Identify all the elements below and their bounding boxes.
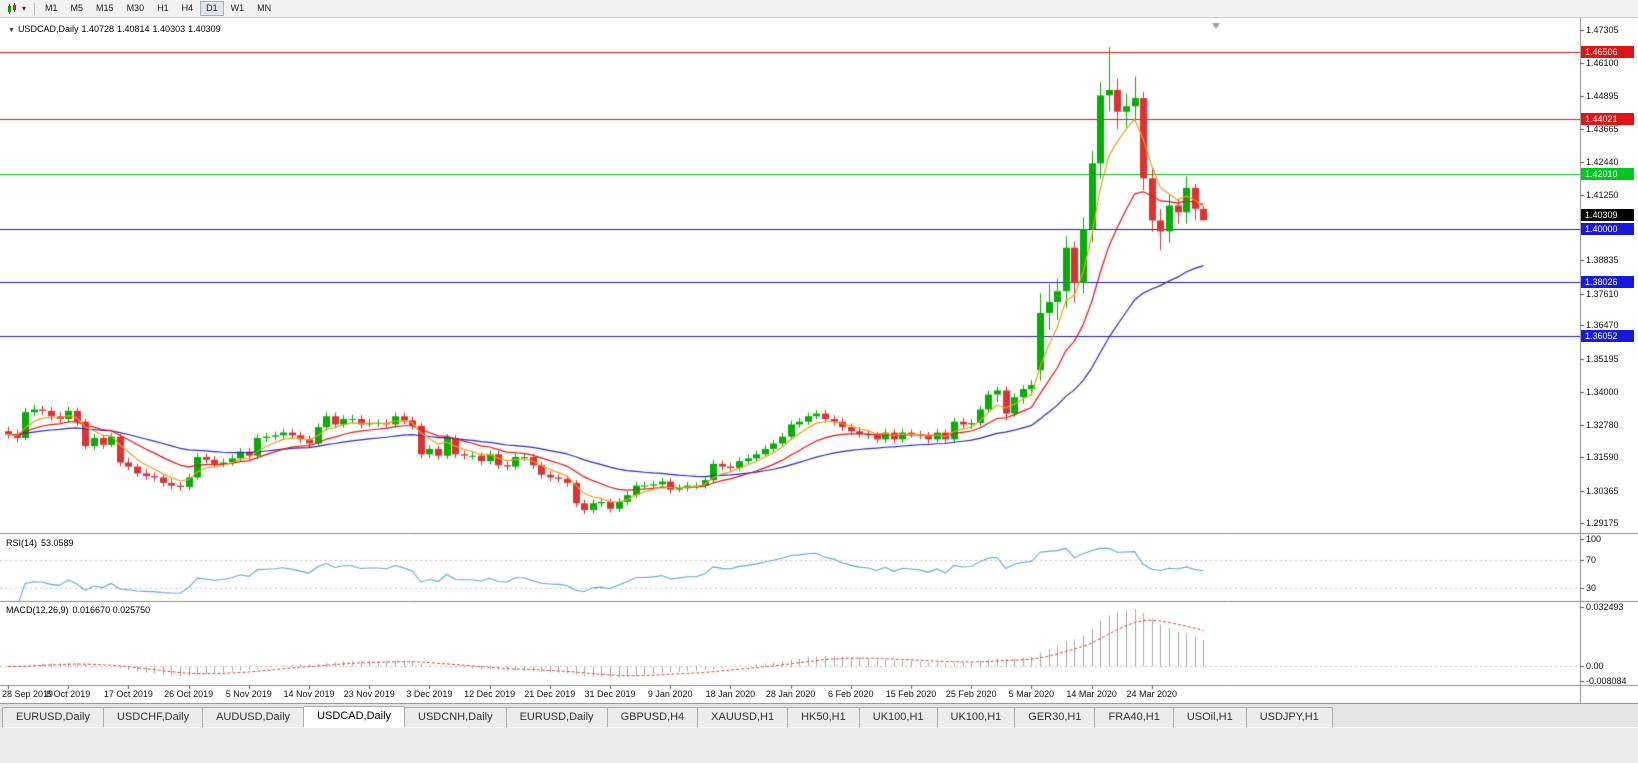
chart-area: ▼ USDCAD,Daily 1.40728 1.40814 1.40303 1.4030… xyxy=(0,18,1638,703)
chart-tab[interactable]: FRA40,H1 xyxy=(1094,707,1174,727)
chart-tab[interactable]: GBPUSD,H4 xyxy=(606,707,699,727)
timeframe-buttons: M1 M5 M15 M30 H1 H4 D1 W1 MN xyxy=(39,1,277,16)
chart-tab[interactable]: USDJPY,H1 xyxy=(1245,707,1333,727)
timeframe-button-m5[interactable]: M5 xyxy=(65,1,90,16)
chart-tab[interactable]: USOil,H1 xyxy=(1172,707,1247,727)
toolbar: ▾ M1 M5 M15 M30 H1 H4 D1 W1 MN xyxy=(0,0,1638,18)
chart-tab[interactable]: UK100,H1 xyxy=(858,707,938,727)
candlestick-chart-icon xyxy=(8,2,16,14)
chart-tab[interactable]: XAUUSD,H1 xyxy=(697,707,789,727)
chart-tabs-bar: EURUSD,Daily USDCHF,Daily AUDUSD,Daily USDC… xyxy=(0,703,1638,727)
window-bottom-area xyxy=(0,727,1638,763)
timeframe-button-h1[interactable]: H1 xyxy=(151,1,175,16)
toolbar-separator xyxy=(34,2,36,15)
timeframe-button-m1[interactable]: M1 xyxy=(39,1,64,16)
chart-tab[interactable]: HK50,H1 xyxy=(787,707,860,727)
timeframe-button-d1[interactable]: D1 xyxy=(200,1,224,16)
chart-tab[interactable]: EURUSD,Daily xyxy=(2,707,104,727)
timeframe-button-h4[interactable]: H4 xyxy=(176,1,200,16)
chart-tab[interactable]: AUDUSD,Daily xyxy=(202,707,305,727)
chart-tab[interactable]: EURUSD,Daily xyxy=(505,707,608,727)
chart-canvas[interactable] xyxy=(0,18,1638,703)
chart-tab[interactable]: USDCAD,Daily xyxy=(303,706,406,727)
chart-tab[interactable]: UK100,H1 xyxy=(936,707,1016,727)
chart-tab[interactable]: GER30,H1 xyxy=(1014,707,1096,727)
chart-tab[interactable]: USDCNH,Daily xyxy=(404,707,507,727)
timeframe-button-w1[interactable]: W1 xyxy=(225,1,251,16)
timeframe-button-m15[interactable]: M15 xyxy=(90,1,120,16)
timeframe-button-m30[interactable]: M30 xyxy=(121,1,151,16)
chart-type-button[interactable]: ▾ xyxy=(3,1,30,16)
timeframe-button-mn[interactable]: MN xyxy=(251,1,277,16)
chevron-down-icon: ▾ xyxy=(22,3,27,13)
chart-tab[interactable]: USDCHF,Daily xyxy=(102,707,204,727)
